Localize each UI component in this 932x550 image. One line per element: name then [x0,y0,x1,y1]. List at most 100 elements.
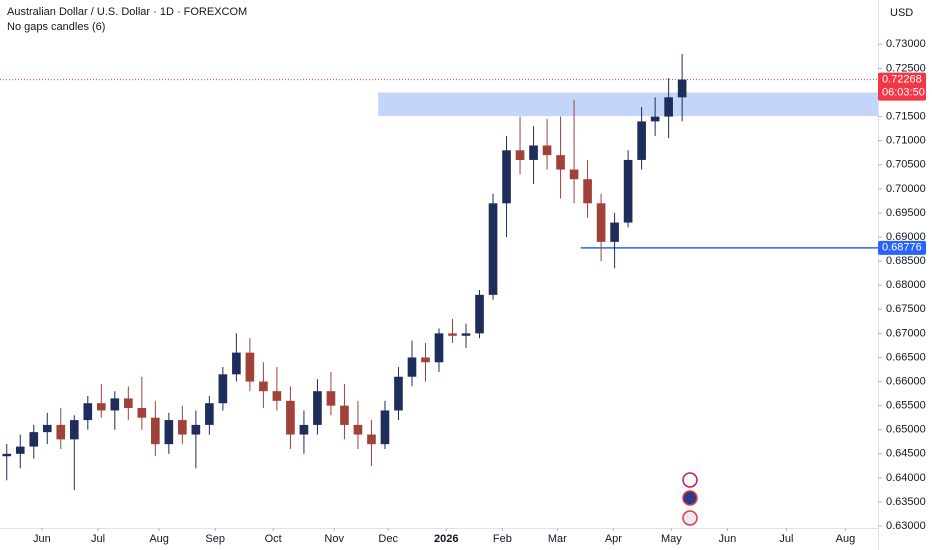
y-tick-label: 0.66000 [886,375,926,387]
currency-label[interactable]: USD [890,7,913,19]
y-tick-label: 0.71000 [886,135,926,147]
x-tick-label: Oct [265,533,282,545]
y-tick-label: 0.68000 [886,279,926,291]
candle-body [124,398,133,409]
y-tick-label: 0.68500 [886,255,926,267]
x-tick-label: Feb [493,533,512,545]
candle-body [394,376,403,411]
candle-body [529,145,538,160]
candle-body [110,398,120,411]
candle-body [637,121,646,160]
x-tick-label: Nov [324,533,344,545]
candle-body [151,417,160,445]
candle-body [218,374,228,404]
x-tick-label: Mar [548,533,567,545]
candle-body [475,294,484,334]
candle-body [380,410,390,445]
candle-body [232,352,241,375]
candle-body [407,357,417,377]
candle-body [650,116,660,122]
candle-body [583,179,592,204]
candle-body [137,408,147,418]
x-tick-label: 2026 [434,533,458,545]
candle-body [434,333,444,363]
y-tick-label: 0.64000 [886,472,926,484]
chart-subtitle: No gaps candles (6) [7,21,105,33]
y-tick-label: 0.63000 [886,520,926,532]
candle-body [610,222,619,242]
event-icon[interactable] [682,472,698,488]
y-tick-label: 0.71500 [886,110,926,122]
x-tick-label: Aug [149,533,169,545]
level-price-box [878,240,926,255]
candle-body [178,420,187,435]
y-tick-label: 0.70000 [886,183,926,195]
y-tick-label: 0.65500 [886,400,926,412]
candle-body [286,400,295,435]
y-tick-label: 0.73000 [886,38,926,50]
x-tick-label: Sep [205,533,225,545]
event-icons[interactable] [682,472,698,526]
countdown-label: 06:03:50 [882,86,925,98]
last-price-label: 0.72268 [882,73,922,85]
candle-body [272,391,282,401]
candle-body [259,381,268,392]
candle-body [542,145,552,156]
candle-body [461,333,471,336]
supply-zone [378,92,878,117]
y-tick-label: 0.69500 [886,207,926,219]
candle-body [96,403,106,411]
candle-body [515,150,525,160]
candle-body [56,424,66,440]
x-tick-label: Jun [33,533,51,545]
x-tick-label: Jul [91,533,105,545]
y-tick-label: 0.70500 [886,159,926,171]
y-tick-label: 0.66500 [886,351,926,363]
candle-body [2,453,12,457]
x-tick-label: Aug [836,533,856,545]
x-tick-label: Jul [779,533,793,545]
candle-body [421,357,430,363]
candle-body [502,150,511,204]
x-tick-label: Dec [378,533,398,545]
candle-body [69,420,79,440]
y-tick-label: 0.72500 [886,62,926,74]
candle-body [664,97,673,117]
y-tick-label: 0.67500 [886,303,926,315]
y-tick-label: 0.63500 [886,496,926,508]
y-tick-label: 0.65000 [886,424,926,436]
candle-body [42,424,52,433]
candle-body [596,203,606,242]
event-icon[interactable] [682,510,698,526]
candle-body [205,403,214,425]
candle-body [448,333,457,336]
candle-body [340,405,349,425]
y-tick-label: 0.67000 [886,327,926,339]
candle-body [556,155,565,170]
y-tick-label: 0.69000 [886,231,926,243]
candle-body [299,424,309,435]
chart-title: Australian Dollar / U.S. Dollar · 1D · F… [7,6,247,18]
candle-body [569,169,579,180]
candle-body [677,79,687,98]
candle-body [245,352,255,382]
candle-body [15,446,25,454]
x-tick-label: Jun [719,533,737,545]
x-tick-label: Apr [605,533,622,545]
candle-body [164,420,174,445]
candle-body [83,403,93,421]
candle-body [353,424,363,435]
level-price-label: 0.68776 [882,242,922,254]
candle-body [367,434,376,445]
event-icon[interactable] [682,490,698,506]
last-price-box [878,72,926,101]
x-tick-label: May [661,533,682,545]
candle-body [623,159,633,223]
candle-body [191,424,201,435]
candle-body [29,432,39,447]
y-tick-label: 0.64500 [886,448,926,460]
candle-body [488,203,498,295]
